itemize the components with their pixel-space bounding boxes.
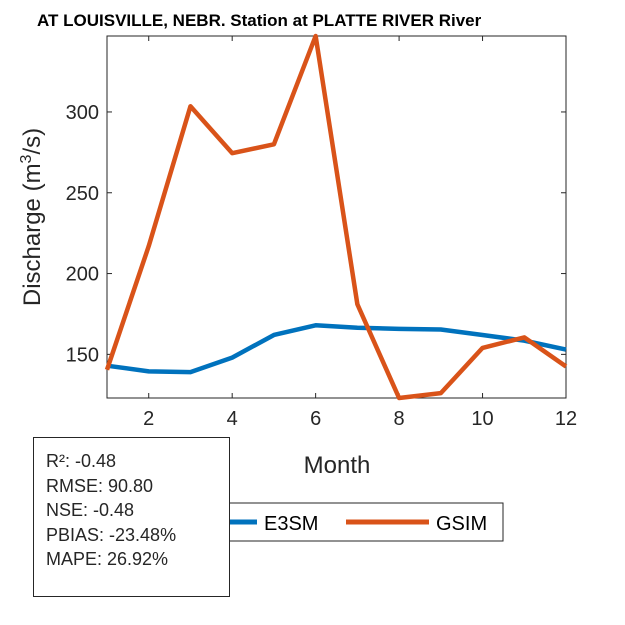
legend-label-gsim: GSIM: [436, 513, 487, 535]
x-tick-label: 10: [471, 408, 493, 430]
series-line-gsim: [104, 33, 568, 401]
stat-r2: R²: -0.48: [46, 451, 117, 471]
y-tick-label: 150: [66, 344, 99, 366]
y-tick-label: 250: [66, 183, 99, 205]
x-tick-label: 2: [143, 408, 154, 430]
stat-mape: MAPE: 26.92%: [46, 549, 169, 569]
x-axis-label: Month: [304, 452, 371, 479]
stat-nse: NSE: -0.48: [46, 500, 135, 520]
legend-label-e3sm: E3SM: [264, 513, 318, 535]
series-line-e3sm: [106, 323, 567, 375]
x-tick-label: 4: [227, 408, 238, 430]
y-axis-label: Discharge (m3/s): [18, 128, 46, 306]
y-tick-label: 300: [66, 102, 99, 124]
statistics-box: R²: -0.48 RMSE: 90.80 NSE: -0.48 PBIAS: …: [33, 437, 230, 597]
stat-pbias: PBIAS: -23.48%: [46, 524, 177, 545]
x-tick-label: 8: [394, 408, 405, 430]
y-tick-label: 200: [66, 264, 99, 286]
chart-title: AT LOUISVILLE, NEBR. Station at PLATTE R…: [37, 11, 482, 30]
x-tick-label: 12: [555, 408, 577, 430]
stat-rmse: RMSE: 90.80: [46, 475, 154, 496]
x-tick-label: 6: [310, 408, 321, 430]
legend: E3SM GSIM: [199, 502, 504, 542]
